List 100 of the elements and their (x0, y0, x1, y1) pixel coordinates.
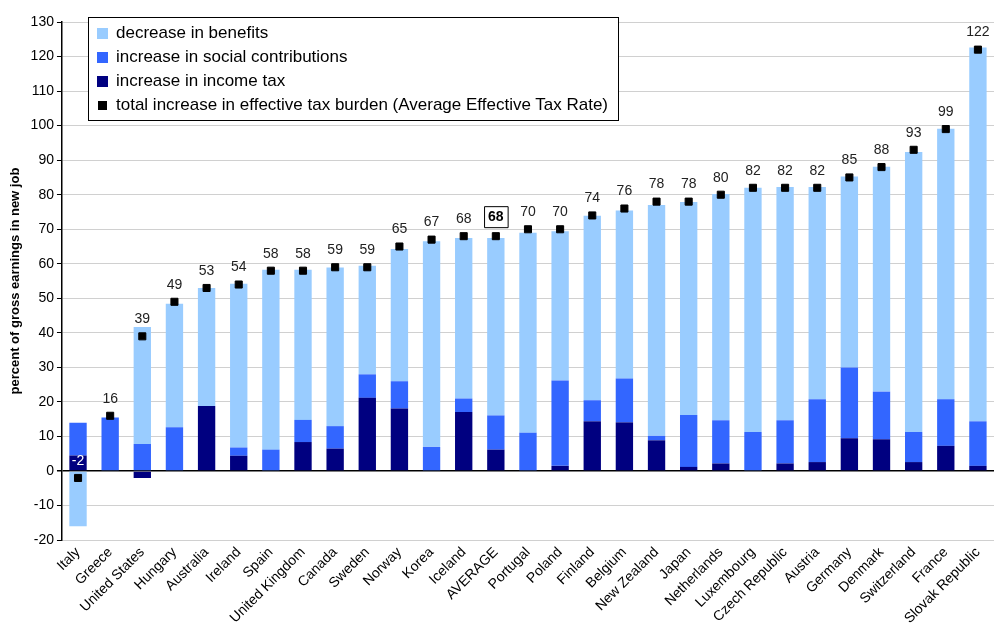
point (620, 204, 629, 213)
bar (776, 420, 794, 464)
bar (969, 47, 987, 422)
y-tick-label: 30 (38, 358, 55, 375)
bar (294, 269, 312, 420)
y-tick-label: 20 (38, 392, 55, 409)
bar (422, 241, 441, 447)
bar (294, 442, 312, 471)
data-label: 65 (391, 220, 408, 237)
bar (680, 201, 698, 416)
y-tick-label: 10 (38, 427, 55, 444)
bar (904, 432, 923, 463)
y-tick-label: 70 (38, 220, 55, 237)
bar (551, 231, 569, 381)
bar (840, 438, 859, 471)
data-label: 122 (966, 23, 990, 40)
data-label: 70 (552, 203, 569, 220)
bar (390, 248, 409, 382)
bar (615, 422, 634, 471)
data-label: 70 (520, 203, 536, 220)
point (748, 183, 757, 192)
y-tick-label: 50 (38, 289, 55, 306)
data-label: 80 (713, 168, 729, 185)
bar (969, 465, 987, 471)
point (909, 145, 918, 154)
bar (615, 210, 634, 379)
bar (840, 176, 859, 368)
y-tick-label: -10 (33, 496, 55, 513)
bar (358, 374, 376, 398)
point (106, 411, 115, 420)
bar (776, 187, 794, 421)
bar (808, 462, 826, 471)
y-tick-label: 100 (30, 116, 55, 133)
bar (101, 417, 119, 471)
bar (326, 267, 344, 427)
bar (326, 426, 344, 449)
bar (519, 232, 537, 433)
bar (904, 151, 923, 433)
bar (294, 419, 312, 443)
legend-label: increase in social contributions (116, 46, 348, 68)
data-label: 68 (455, 210, 472, 227)
point (234, 280, 243, 289)
point (363, 263, 372, 272)
data-label: 49 (166, 275, 183, 292)
bar (872, 439, 891, 471)
point (170, 297, 179, 306)
bar (455, 411, 473, 471)
bar (969, 421, 987, 466)
y-tick-label: 130 (30, 12, 55, 29)
bar (133, 327, 151, 445)
bar (937, 399, 955, 446)
bar (133, 444, 151, 471)
bar (422, 446, 441, 471)
data-label: 82 (809, 161, 826, 178)
bar (455, 398, 473, 412)
data-label: 67 (423, 213, 440, 230)
bar (872, 391, 891, 440)
y-tick-label: 90 (38, 151, 55, 168)
point (298, 266, 308, 275)
bar (615, 378, 634, 423)
point (941, 125, 950, 134)
bar (712, 194, 730, 421)
point (427, 235, 436, 244)
point (138, 332, 147, 341)
bar (712, 463, 730, 471)
bar (808, 187, 826, 400)
point (877, 163, 886, 172)
bar (647, 205, 666, 436)
bar (358, 397, 376, 471)
point (491, 232, 500, 241)
data-label: 54 (230, 258, 247, 275)
data-label: 88 (873, 140, 890, 157)
point (716, 190, 725, 199)
point (973, 45, 982, 54)
data-label: 59 (327, 241, 344, 258)
data-label: 74 (584, 189, 601, 206)
point (331, 263, 340, 272)
bar (583, 421, 601, 471)
data-label: 58 (263, 244, 279, 261)
data-label: 76 (616, 182, 633, 199)
y-tick-label: 0 (46, 461, 55, 478)
bar (230, 447, 248, 456)
bar (165, 427, 184, 471)
point (73, 473, 83, 482)
point (523, 225, 533, 234)
bar (197, 406, 216, 471)
point (395, 242, 404, 251)
bar (230, 455, 248, 471)
bar (487, 449, 505, 471)
bar (455, 237, 473, 399)
bar (583, 400, 601, 422)
data-label: 16 (102, 389, 119, 406)
point (202, 283, 211, 293)
point (684, 197, 693, 206)
y-tick-label: 120 (30, 47, 55, 64)
point (588, 211, 597, 220)
point (813, 183, 822, 192)
bar (937, 445, 955, 471)
bar (712, 420, 730, 464)
point (652, 197, 661, 206)
